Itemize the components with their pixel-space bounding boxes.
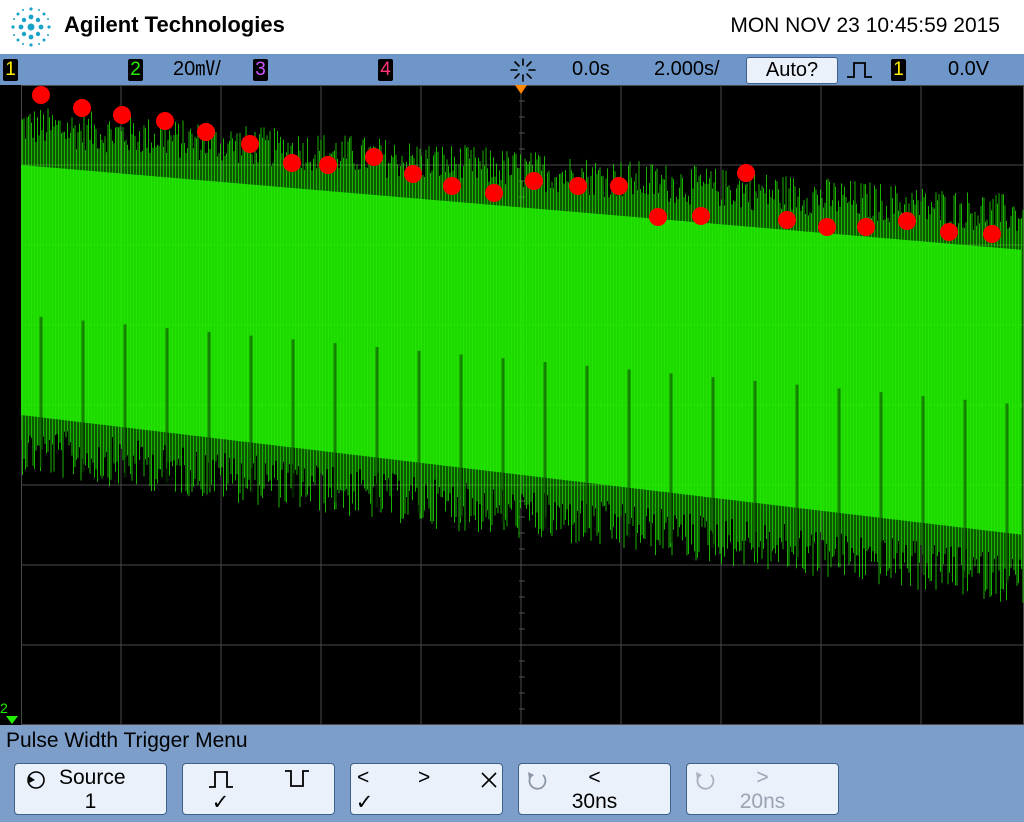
less-than-value: 30ns bbox=[571, 790, 618, 813]
trigger-mode-button[interactable]: Auto? bbox=[746, 57, 838, 84]
channel-2-ground-label: 2 bbox=[0, 700, 8, 716]
peak-marker bbox=[485, 184, 503, 202]
header: Agilent Technologies MON NOV 23 10:45:59… bbox=[0, 0, 1024, 54]
channel-2-indicator[interactable]: 2 bbox=[128, 59, 143, 81]
channel-2-waveform bbox=[21, 108, 1024, 603]
qualifier-softkey[interactable]: < > ✓ bbox=[350, 763, 503, 815]
channel-4-indicator[interactable]: 4 bbox=[378, 59, 393, 81]
brand-name: Agilent Technologies bbox=[64, 12, 285, 37]
peak-marker bbox=[73, 99, 91, 117]
peak-marker bbox=[983, 225, 1001, 243]
peak-marker bbox=[692, 207, 710, 225]
peak-marker bbox=[404, 165, 422, 183]
greater-than-time-softkey[interactable]: > 20ns bbox=[686, 763, 839, 815]
peak-marker bbox=[649, 208, 667, 226]
peak-marker bbox=[113, 106, 131, 124]
polarity-softkey[interactable]: ✓ bbox=[182, 763, 335, 815]
peak-marker bbox=[241, 135, 259, 153]
source-label: Source bbox=[59, 766, 126, 789]
peak-marker bbox=[898, 212, 916, 230]
peak-marker bbox=[32, 86, 50, 104]
source-softkey[interactable]: Source 1 bbox=[14, 763, 167, 815]
greater-than-label: > bbox=[756, 766, 769, 789]
waveform-display: 2 bbox=[0, 85, 1024, 725]
less-than-option: < bbox=[357, 766, 370, 789]
agilent-logo-icon bbox=[11, 7, 51, 47]
greater-than-value: 20ns bbox=[739, 790, 786, 813]
less-than-time-softkey[interactable]: < 30ns bbox=[518, 763, 671, 815]
entry-knob-icon bbox=[696, 772, 715, 790]
peak-marker bbox=[365, 148, 383, 166]
peak-marker bbox=[857, 218, 875, 236]
peak-marker bbox=[940, 223, 958, 241]
peak-marker bbox=[156, 112, 174, 130]
trigger-position-marker-icon bbox=[515, 85, 527, 94]
peak-marker bbox=[818, 218, 836, 236]
less-than-label: < bbox=[588, 766, 601, 789]
entry-knob-icon bbox=[528, 772, 547, 790]
status-bar: 1 2 20㎷/ 3 4 0.0s 2.000s/ Auto? 1 0.0V bbox=[0, 54, 1024, 85]
run-status-icon bbox=[510, 58, 536, 82]
pulse-width-trigger-icon bbox=[847, 62, 872, 78]
source-value: 1 bbox=[84, 790, 97, 813]
trigger-level-value: 0.0V bbox=[948, 58, 990, 80]
peak-marker bbox=[525, 172, 543, 190]
peak-marker bbox=[778, 211, 796, 229]
datetime: MON NOV 23 10:45:59 2015 bbox=[730, 14, 1000, 37]
trigger-source-indicator: 1 bbox=[891, 59, 906, 81]
peak-marker bbox=[737, 164, 755, 182]
graticule bbox=[21, 85, 1024, 725]
polarity-selected-check: ✓ bbox=[211, 791, 230, 814]
menu-title: Pulse Width Trigger Menu bbox=[6, 729, 248, 752]
channel-2-ground-marker-icon bbox=[6, 716, 18, 724]
softkey-menu: Pulse Width Trigger Menu Source 1 ✓ < > … bbox=[0, 725, 1024, 822]
entry-knob-icon bbox=[27, 771, 45, 789]
peak-marker bbox=[569, 177, 587, 195]
peak-marker bbox=[319, 156, 337, 174]
negative-pulse-icon bbox=[285, 770, 309, 787]
peak-marker bbox=[443, 177, 461, 195]
channel-3-indicator[interactable]: 3 bbox=[253, 59, 268, 81]
qualifier-selected-check: ✓ bbox=[355, 791, 374, 814]
delay-value: 0.0s bbox=[572, 58, 610, 80]
outside-range-icon bbox=[481, 772, 497, 788]
greater-than-option: > bbox=[418, 766, 431, 789]
peak-marker bbox=[197, 123, 215, 141]
channel-2-scale: 20㎷/ bbox=[173, 58, 221, 80]
positive-pulse-icon bbox=[209, 771, 233, 788]
timebase-value: 2.000s/ bbox=[654, 58, 720, 80]
peak-marker bbox=[283, 154, 301, 172]
peak-marker bbox=[610, 177, 628, 195]
channel-1-indicator[interactable]: 1 bbox=[3, 59, 18, 81]
